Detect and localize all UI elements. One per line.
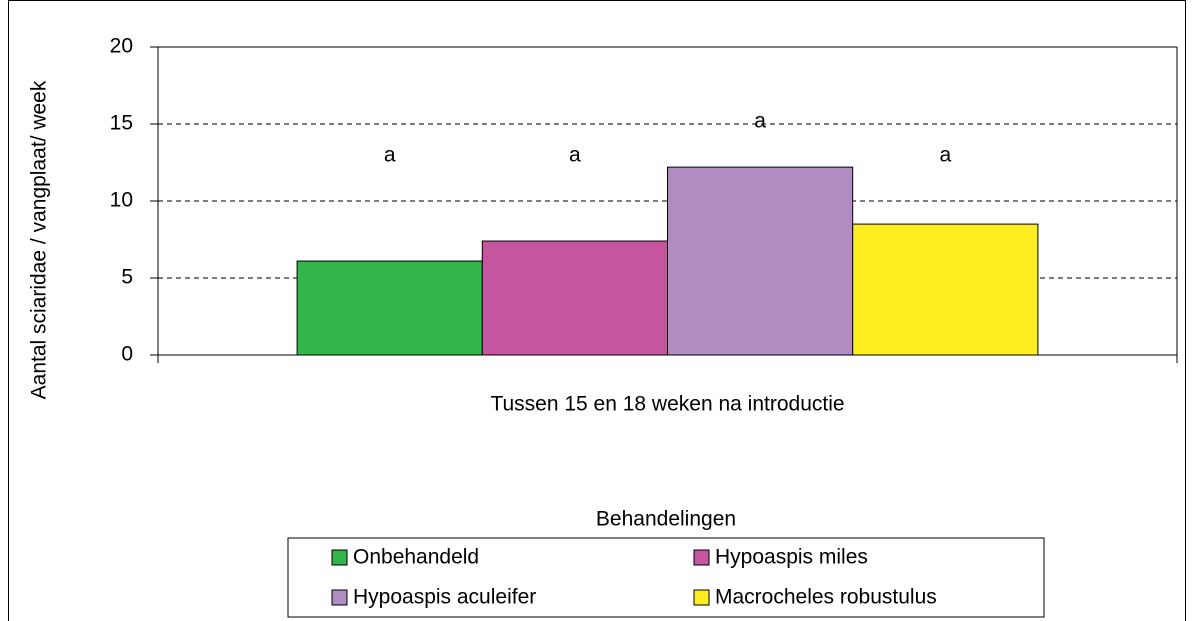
legend-title: Behandelingen (596, 508, 736, 531)
significance-label: a (569, 144, 581, 167)
y-tick-label: 5 (121, 266, 133, 289)
bar (481, 240, 668, 356)
y-tick-label: 0 (121, 343, 133, 366)
legend-swatch (693, 589, 710, 606)
significance-label: a (754, 110, 766, 133)
significance-label: a (384, 144, 396, 167)
bar (852, 223, 1039, 356)
legend-swatch (331, 589, 348, 606)
significance-label: a (939, 144, 951, 167)
legend-swatch (331, 549, 348, 566)
legend-label: Onbehandeld (353, 546, 479, 569)
y-tick-label: 10 (110, 189, 133, 212)
y-axis-label: Aantal sciaridae / vangplaat/ week (28, 80, 51, 399)
y-tick-label: 15 (110, 112, 133, 135)
chart-frame (8, 0, 1186, 621)
legend-label: Hypoaspis miles (715, 546, 868, 569)
legend-swatch (693, 549, 710, 566)
y-tick-label: 20 (110, 35, 133, 58)
legend-box (287, 537, 1045, 618)
bar (667, 166, 854, 356)
legend-label: Macrocheles robustulus (715, 586, 937, 609)
bar (296, 260, 483, 356)
legend-label: Hypoaspis aculeifer (353, 586, 536, 609)
x-tick-label: Tussen 15 en 18 weken na introductie (490, 393, 844, 416)
